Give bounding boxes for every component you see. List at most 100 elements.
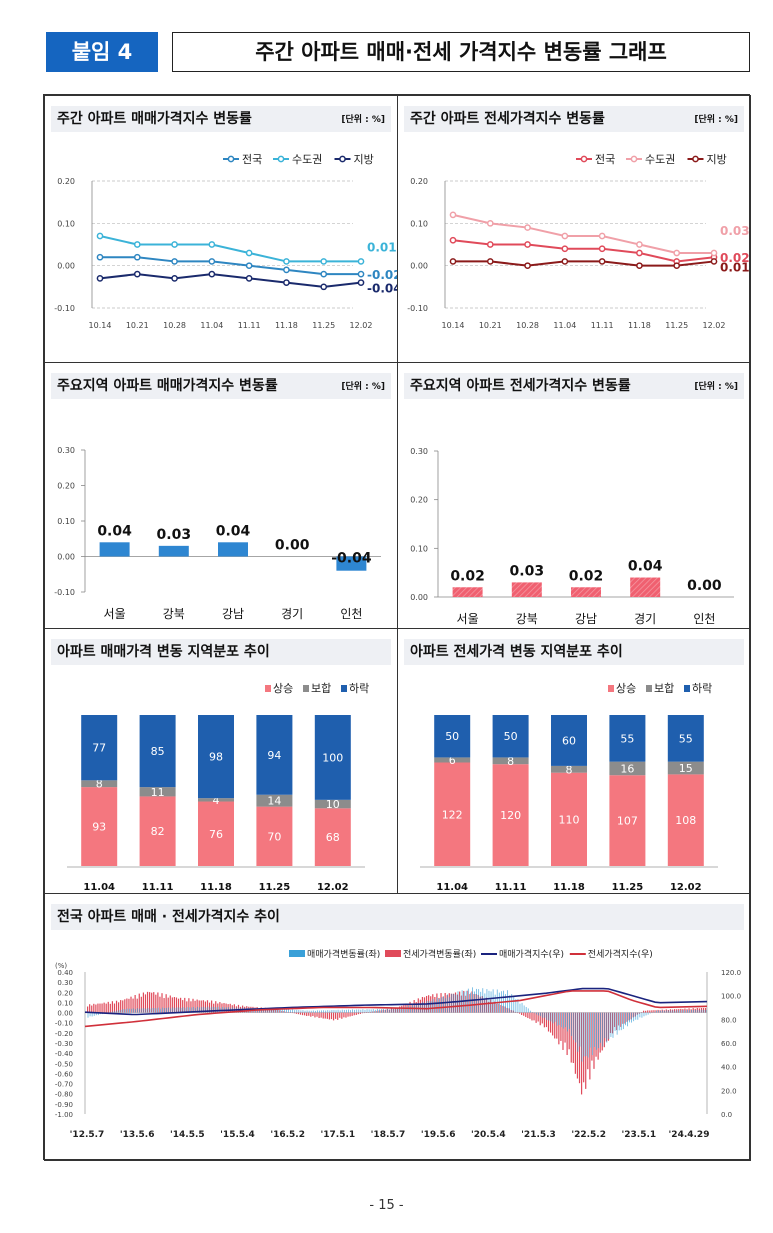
jeonse-rate-bar [173, 997, 176, 1013]
data-label: 0.03 [510, 563, 545, 579]
sale-rate-bar [517, 999, 519, 1013]
sale-rate-bar [379, 1009, 380, 1013]
sale-rate-bar [639, 1012, 641, 1018]
bar [511, 582, 542, 597]
sale-rate-bar [190, 1007, 192, 1013]
jeonse-rate-bar [93, 1003, 95, 1013]
sale-rate-bar [172, 1007, 174, 1013]
x-tick-label: 12.02 [317, 882, 349, 893]
segment-label: 60 [562, 734, 576, 747]
x-tick-label: '12.5.7 [70, 1130, 105, 1140]
data-point [561, 245, 569, 253]
jeonse-weekly-chart: 전국 수도권 지방 0.20 0.10 0.00 -0.10 10.14 10.21 10.28 1… [407, 153, 749, 330]
sale-rate-bar [207, 1006, 209, 1013]
sale-rate-bar [203, 1006, 205, 1013]
x-tick-label: 경기 [634, 612, 656, 626]
panel-title: 전국 아파트 매매 · 전세가격지수 추이 [51, 904, 744, 930]
sale-rate-bar [534, 1012, 535, 1014]
x-tick-label: 11.18 [628, 321, 651, 330]
sale-rate-bar [387, 1008, 389, 1013]
stack-segment [256, 794, 293, 807]
sale-rate-bar [122, 1008, 124, 1013]
x-tick-label: 10.14 [442, 321, 465, 330]
jeonse-rate-bar [165, 994, 167, 1013]
data-point [486, 258, 494, 265]
sale-rate-bar [335, 1010, 337, 1013]
jeonse-rate-bar [149, 992, 151, 1013]
y-tick-label-right: 40.0 [721, 1064, 737, 1072]
sale-rate-bar [319, 1010, 320, 1013]
segment-label: 10 [326, 798, 340, 811]
sale-rate-bar [546, 1012, 548, 1020]
sale-rate-bar [604, 1012, 606, 1039]
legend-swatch [303, 685, 309, 692]
sale-rate-bar [699, 1010, 701, 1013]
x-tick-label: 10.14 [89, 321, 112, 330]
jeonse-rate-bar [533, 1012, 535, 1021]
jeonse-rate-bar [541, 1012, 543, 1024]
stack-segment [139, 715, 176, 788]
jeonse-rate-bar [591, 1012, 593, 1061]
unit-label: [단위 : %] [694, 115, 738, 125]
jeonse-rate-bar [206, 1000, 209, 1013]
x-tick-label: 11.11 [591, 321, 614, 330]
segment-label: 8 [507, 755, 514, 768]
legend-swatch [289, 950, 305, 957]
jeonse-rate-bar [339, 1012, 341, 1018]
sale-rate-bar [327, 1010, 329, 1013]
sale-rate-bar [213, 1006, 215, 1013]
jeonse-rate-bar [285, 1011, 287, 1013]
y-tick-label: 0.20 [57, 482, 75, 491]
segment-label: 14 [267, 795, 281, 808]
stack-segment [198, 801, 234, 866]
sale-rate-bar [608, 1012, 610, 1039]
jeonse-rate-bar [361, 1012, 364, 1014]
sale-rate-bar [428, 1001, 430, 1013]
sale-rate-bar [523, 1005, 525, 1013]
data-point [710, 258, 718, 265]
sale-rate-bar [306, 1010, 308, 1013]
jeonse-rate-bar [188, 998, 190, 1013]
jeonse-rate-bar [297, 1012, 300, 1015]
sale-rate-bar [482, 988, 484, 1013]
y-tick-label-right: 60.0 [721, 1040, 737, 1048]
data-point [710, 249, 718, 257]
jeonse-rate-bar [543, 1012, 545, 1028]
sale-rate-bar [197, 1006, 198, 1013]
sale-rate-bar [337, 1009, 339, 1013]
jeonse-rate-bar [211, 1000, 213, 1013]
sale-rate-bar [635, 1012, 637, 1020]
sale-rate-bar [583, 1012, 585, 1057]
sale-rate-bar [267, 1008, 269, 1013]
sale-rate-bar [552, 1012, 554, 1024]
legend-label: 상승 [616, 682, 636, 695]
jeonse-rate-bar [215, 1001, 217, 1013]
jeonse-rate-bar [330, 1012, 333, 1020]
x-tick-label: '16.5.2 [270, 1130, 305, 1140]
bar [571, 587, 601, 597]
sale-rate-bar [672, 1010, 674, 1013]
x-tick-label: 인천 [693, 611, 715, 626]
y-tick-label-left: 0.10 [57, 999, 73, 1007]
y-tick-label-left: -0.80 [55, 1091, 73, 1099]
segment-label: 107 [617, 815, 638, 828]
stack-segment [81, 715, 118, 781]
jeonse-rate-bar [593, 1012, 595, 1069]
sale-rate-bar [153, 1008, 155, 1013]
jeonse-rate-bar [570, 1012, 572, 1063]
y-tick-label-left: -0.50 [55, 1060, 73, 1068]
sale-rate-bar [602, 1012, 604, 1047]
segment-label: 110 [559, 813, 580, 826]
x-tick-label: '20.5.4 [471, 1130, 506, 1140]
sale-rate-bar [95, 1012, 97, 1016]
bar [630, 577, 661, 597]
stack-segment [81, 780, 118, 788]
y-unit-label: (%) [55, 962, 67, 970]
sale-rate-bar [575, 1012, 577, 1043]
jeonse-rate-bar [142, 992, 145, 1013]
sale-rate-bar [515, 999, 517, 1013]
sale-rate-bar [430, 1000, 432, 1013]
legend-label: 전국 [242, 153, 262, 166]
unit-label: [단위 : %] [341, 382, 385, 392]
sale-rate-bar [641, 1012, 643, 1018]
